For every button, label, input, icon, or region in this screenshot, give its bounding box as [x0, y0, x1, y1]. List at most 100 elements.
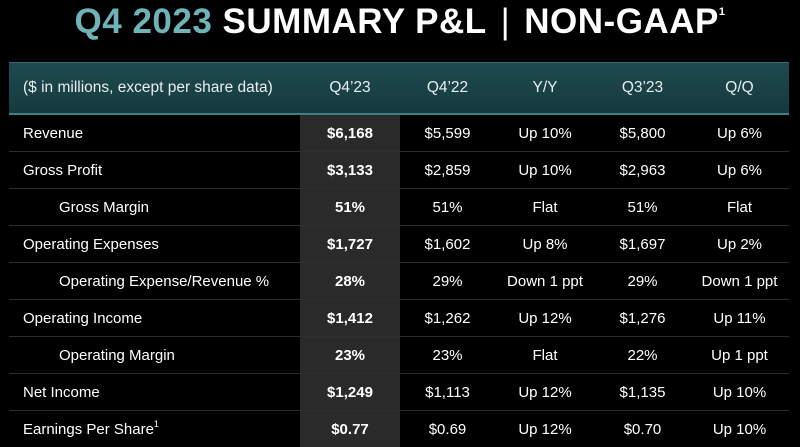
row-label-text: Operating Income [23, 309, 143, 327]
cell-yy: Up 12% [495, 310, 595, 327]
row-label: Gross Margin [9, 199, 300, 216]
cell-q4-23-text: $1,412 [327, 309, 373, 327]
cell-qq-text: Up 2% [716, 235, 763, 253]
cell-qq: Flat [690, 199, 789, 216]
cell-q4-23-text: 51% [334, 198, 366, 216]
title-basis: NON-GAAP [524, 2, 719, 41]
cell-q4-23: $6,168 [300, 115, 400, 151]
cell-q3-23-text: $0.70 [623, 420, 662, 438]
cell-q3-23: 29% [595, 273, 690, 290]
cell-q3-23-text: $5,800 [619, 124, 666, 142]
cell-yy: Flat [495, 347, 595, 364]
row-label-text: Operating Expenses [23, 235, 159, 253]
table-body: Revenue $6,168 $5,599 Up 10% $5,800 Up 6% Gros… [9, 115, 789, 447]
cell-yy: Up 10% [495, 162, 595, 179]
title-main: SUMMARY P&L [222, 2, 487, 41]
cell-q4-22: 23% [400, 347, 495, 364]
table-row: Gross Profit $3,133 $2,859 Up 10% $2,963 Up 6… [9, 152, 789, 189]
cell-q4-22-text: $5,599 [424, 124, 471, 142]
cell-q4-23: $1,727 [300, 226, 400, 262]
row-label: Gross Profit [9, 162, 300, 179]
row-label: Operating Expenses [9, 236, 300, 253]
row-label-text: Net Income [23, 383, 100, 401]
cell-q4-23-text: $1,727 [327, 235, 373, 253]
cell-q3-23-text: 29% [627, 272, 658, 290]
row-label: Operating Income [9, 310, 300, 327]
cell-q4-23: $0.77 [300, 411, 400, 447]
table-row: Revenue $6,168 $5,599 Up 10% $5,800 Up 6% [9, 115, 789, 152]
cell-yy-text: Down 1 ppt [507, 272, 583, 290]
row-label-text: Gross Margin [59, 198, 150, 216]
table-row: Net Income $1,249 $1,113 Up 12% $1,135 Up 10% [9, 374, 789, 411]
cell-q4-23-text: 23% [334, 346, 366, 364]
cell-qq-text: Up 10% [712, 420, 767, 438]
cell-q4-22-text: $1,113 [425, 383, 470, 401]
cell-q4-23-text: $6,168 [327, 124, 373, 142]
table-row: Operating Expenses $1,727 $1,602 Up 8% $1,69… [9, 226, 789, 263]
cell-q4-23: $1,249 [300, 374, 400, 410]
header-q4-23: Q4’23 [329, 79, 371, 96]
cell-q3-23: $1,135 [595, 384, 690, 401]
cell-q4-22: $2,859 [400, 162, 495, 179]
cell-q3-23: $1,276 [595, 310, 690, 327]
table-header-row: ($ in millions, except per share data) Q… [9, 62, 789, 115]
cell-q4-22-text: $1,262 [424, 309, 471, 327]
table-row: Operating Margin 23% 23% Flat 22% Up 1 ppt [9, 337, 789, 374]
cell-qq: Down 1 ppt [690, 273, 789, 290]
cell-q4-22-text: $1,602 [424, 235, 471, 253]
cell-q4-22-text: $2,859 [424, 161, 471, 179]
row-label-text: Revenue [23, 124, 84, 142]
title-footnote: 1 [718, 6, 726, 18]
cell-q4-22: $1,113 [400, 384, 495, 401]
cell-yy: Down 1 ppt [495, 273, 595, 290]
cell-q4-23: $1,412 [300, 300, 400, 336]
cell-qq-text: Up 6% [716, 161, 763, 179]
cell-q4-23: $3,133 [300, 152, 400, 188]
cell-qq-text: Up 6% [716, 124, 763, 142]
table-row: Gross Margin 51% 51% Flat 51% Flat [9, 189, 789, 226]
cell-q4-23-text: $1,249 [327, 383, 373, 401]
cell-q4-23-text: 28% [334, 272, 366, 290]
row-label-text: Operating Margin [59, 346, 175, 364]
cell-q4-23: 28% [300, 263, 400, 299]
cell-yy: Up 12% [495, 384, 595, 401]
row-label: Operating Expense/Revenue % [9, 273, 300, 290]
cell-q4-22: $1,602 [400, 236, 495, 253]
cell-qq-text: Up 10% [712, 383, 767, 401]
cell-q3-23-text: $2,963 [619, 161, 666, 179]
cell-q3-23: 51% [595, 199, 690, 216]
title-period: Q4 2023 [74, 2, 213, 41]
cell-q3-23-text: 22% [627, 346, 658, 364]
header-q4-22: Q4’22 [426, 79, 469, 96]
cell-yy-text: Up 10% [518, 124, 572, 142]
cell-q3-23: $5,800 [595, 125, 690, 142]
cell-yy-text: Up 10% [518, 161, 572, 179]
cell-q3-23-text: 51% [627, 198, 658, 216]
cell-qq-text: Down 1 ppt [701, 272, 778, 290]
header-label: ($ in millions, except per share data) [23, 79, 273, 96]
cell-q4-22: $1,262 [400, 310, 495, 327]
cell-yy: Up 12% [495, 421, 595, 438]
cell-qq: Up 1 ppt [690, 347, 789, 364]
cell-yy-text: Flat [532, 198, 558, 216]
cell-q3-23-text: $1,697 [619, 235, 666, 253]
cell-qq: Up 10% [690, 384, 789, 401]
row-label: Revenue [9, 125, 300, 142]
cell-q4-23: 51% [300, 189, 400, 225]
row-label-text: Gross Profit [23, 161, 103, 179]
title-separator: | [500, 2, 511, 41]
cell-q4-22: 29% [400, 273, 495, 290]
cell-yy: Up 10% [495, 125, 595, 142]
row-label: Operating Margin [9, 347, 300, 364]
cell-q3-23-text: $1,135 [619, 383, 666, 401]
row-label-text: Operating Expense/Revenue % [59, 272, 270, 290]
row-footnote: 1 [153, 418, 159, 429]
cell-q4-22-text: 23% [432, 346, 463, 364]
cell-yy-text: Up 12% [518, 420, 572, 438]
header-q3-23: Q3’23 [621, 79, 664, 96]
cell-q4-22: $0.69 [400, 421, 495, 438]
table-row: Operating Income $1,412 $1,262 Up 12% $1,276… [9, 300, 789, 337]
row-label: Earnings Per Share1 [9, 418, 300, 438]
cell-q3-23: $2,963 [595, 162, 690, 179]
cell-yy-text: Up 8% [522, 235, 568, 253]
